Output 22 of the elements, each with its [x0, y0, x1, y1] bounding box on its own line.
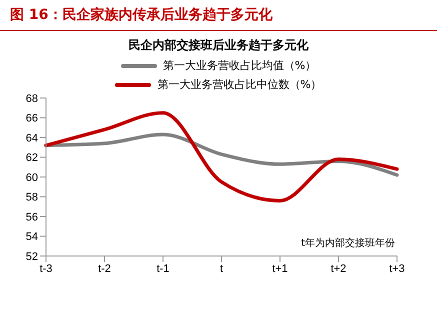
x-tick-label: t+2: [330, 262, 346, 275]
y-tick-label: 62: [26, 152, 38, 164]
y-tick-label: 60: [26, 172, 38, 184]
x-tick-label: t-1: [156, 262, 170, 275]
x-tick-label: t-3: [40, 262, 52, 275]
x-tick-label: t+3: [389, 262, 405, 275]
x-tick-label: t-2: [98, 262, 111, 275]
legend-label: 第一大业务营收占比均值（%）: [162, 58, 316, 73]
x-tick-label: t+1: [272, 262, 288, 275]
line-series: [44, 111, 399, 202]
y-tick-label: 64: [26, 132, 38, 144]
chart-subtitle: 民企内部交接班后业务趋于多元化: [128, 37, 310, 54]
chart-title: 图 16：民企家族内传承后业务趋于多元化: [0, 0, 437, 31]
y-tick-label: 66: [26, 112, 38, 125]
x-tick-label: t: [220, 262, 224, 275]
annotation: t年为内部交接班年份: [301, 236, 395, 250]
y-tick-label: 58: [26, 192, 38, 204]
y-tick-label: 52: [26, 250, 38, 263]
y-tick-label: 68: [26, 92, 38, 105]
legend-label: 第一大业务营收占比中位数（%）: [157, 77, 322, 92]
y-tick-label: 56: [26, 211, 38, 224]
y-tick-label: 54: [26, 231, 38, 244]
